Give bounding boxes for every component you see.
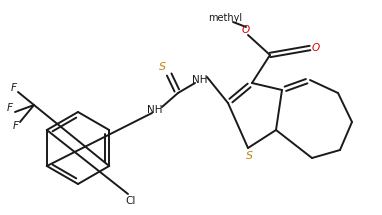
Text: S: S bbox=[159, 62, 167, 72]
Text: F: F bbox=[7, 103, 13, 113]
Text: NH: NH bbox=[147, 105, 163, 115]
Text: O: O bbox=[242, 25, 250, 35]
Text: O: O bbox=[312, 43, 320, 53]
Text: NH: NH bbox=[192, 75, 208, 85]
Text: F: F bbox=[11, 83, 17, 93]
Text: Cl: Cl bbox=[126, 196, 136, 206]
Text: F: F bbox=[13, 121, 19, 131]
Text: methyl: methyl bbox=[208, 13, 242, 23]
Text: S: S bbox=[246, 151, 254, 161]
